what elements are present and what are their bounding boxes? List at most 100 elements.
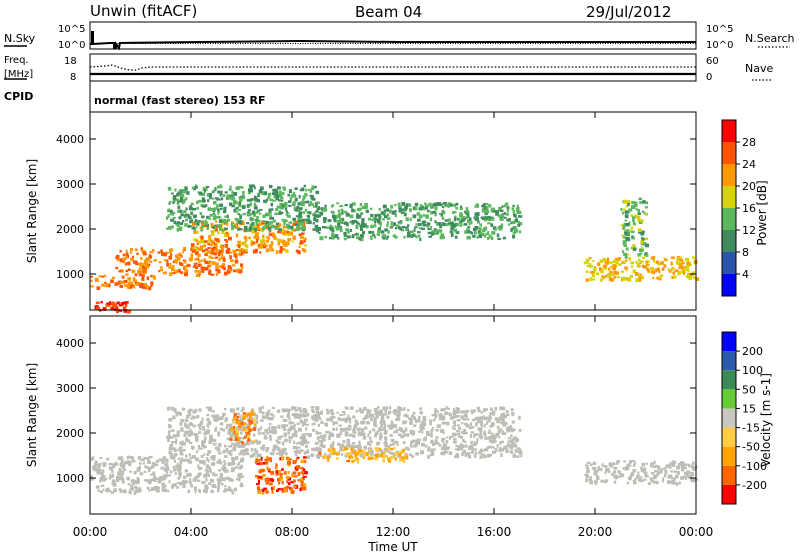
echo-cell: [217, 484, 220, 489]
echo-cell: [115, 479, 120, 483]
echo-cell: [333, 218, 336, 223]
echo-cell: [685, 474, 689, 477]
echo-cell: [490, 223, 494, 227]
echo-cell: [275, 192, 279, 197]
echo-cell: [236, 412, 241, 415]
echo-cell: [302, 475, 307, 478]
echo-cell: [452, 427, 456, 430]
echo-cell: [241, 425, 246, 429]
echo-cell: [631, 201, 636, 204]
echo-cell: [100, 301, 103, 304]
echo-cell: [301, 248, 305, 252]
echo-cell: [598, 266, 601, 271]
echo-cell: [129, 470, 132, 473]
echo-cell: [628, 476, 632, 481]
echo-cell: [418, 207, 423, 211]
echo-cell: [403, 212, 407, 217]
echo-cell: [358, 407, 362, 412]
echo-cell: [415, 223, 418, 226]
y-tick-label: 2000: [56, 223, 84, 236]
echo-cell: [410, 230, 414, 234]
echo-cell: [240, 457, 245, 462]
station-title: Unwin (fitACF): [90, 2, 197, 20]
echo-cell: [282, 232, 286, 236]
echo-cell: [342, 428, 346, 432]
echo-cell: [120, 475, 123, 479]
echo-cell: [194, 433, 198, 437]
echo-cell: [177, 448, 180, 451]
echo-cell: [228, 477, 233, 482]
echo-cell: [295, 249, 299, 253]
echo-cell: [271, 208, 274, 211]
echo-cell: [190, 457, 193, 460]
echo-cell: [285, 424, 289, 427]
echo-cell: [189, 431, 193, 435]
echo-cell: [393, 430, 396, 434]
echo-cell: [638, 258, 641, 262]
echo-cell: [108, 490, 112, 493]
echo-cell: [231, 461, 234, 466]
echo-cell: [327, 448, 331, 452]
echo-cell: [483, 408, 486, 411]
echo-cell: [409, 445, 414, 448]
echo-cell: [404, 433, 409, 437]
echo-cell: [449, 437, 452, 440]
echo-cell: [288, 189, 292, 194]
echo-cell: [372, 233, 375, 237]
echo-cell: [144, 264, 148, 269]
echo-cell: [315, 190, 320, 195]
echo-cell: [235, 418, 239, 422]
echo-cell: [440, 213, 443, 217]
echo-cell: [329, 431, 333, 435]
echo-cell: [484, 437, 488, 440]
echo-cell: [603, 267, 607, 270]
echo-cell: [484, 454, 487, 458]
echo-cell: [285, 485, 289, 489]
echo-cell: [649, 477, 653, 480]
echo-cell: [183, 272, 188, 277]
echo-cell: [193, 215, 197, 219]
echo-cell: [290, 491, 295, 494]
echo-cell: [490, 407, 493, 411]
echo-cell: [370, 439, 373, 444]
echo-cell: [464, 440, 467, 444]
echo-cell: [446, 204, 450, 208]
echo-cell: [260, 426, 263, 430]
echo-cell: [381, 218, 385, 221]
echo-cell: [216, 478, 221, 481]
echo-cell: [485, 448, 489, 452]
echo-cell: [265, 239, 269, 243]
echo-cell: [200, 455, 204, 458]
echo-cell: [259, 461, 263, 466]
echo-cell: [209, 244, 213, 247]
echo-cell: [131, 481, 136, 485]
echo-cell: [598, 465, 601, 470]
echo-cell: [518, 215, 523, 218]
echo-cell: [255, 218, 258, 222]
echo-cell: [163, 476, 166, 481]
echo-cell: [234, 466, 238, 469]
echo-cell: [153, 475, 157, 480]
echo-cell: [297, 202, 302, 206]
echo-cell: [223, 460, 226, 463]
echo-cell: [489, 418, 492, 421]
echo-cell: [207, 239, 210, 243]
echo-cell: [280, 206, 283, 210]
echo-cell: [677, 463, 682, 466]
echo-cell: [394, 213, 397, 218]
echo-cell: [223, 208, 227, 212]
echo-cell: [456, 408, 460, 411]
echo-cell: [112, 463, 116, 466]
echo-cell: [379, 449, 384, 453]
echo-cell: [512, 234, 516, 239]
noise-sky-trace: [90, 31, 696, 51]
echo-cell: [321, 207, 324, 211]
echo-cell: [275, 222, 279, 226]
echo-cell: [213, 473, 218, 477]
echo-cell: [480, 453, 485, 456]
echo-cell: [673, 470, 677, 473]
echo-cell: [218, 265, 222, 268]
echo-cell: [277, 477, 281, 482]
echo-cell: [421, 421, 425, 425]
echo-cell: [293, 475, 298, 478]
